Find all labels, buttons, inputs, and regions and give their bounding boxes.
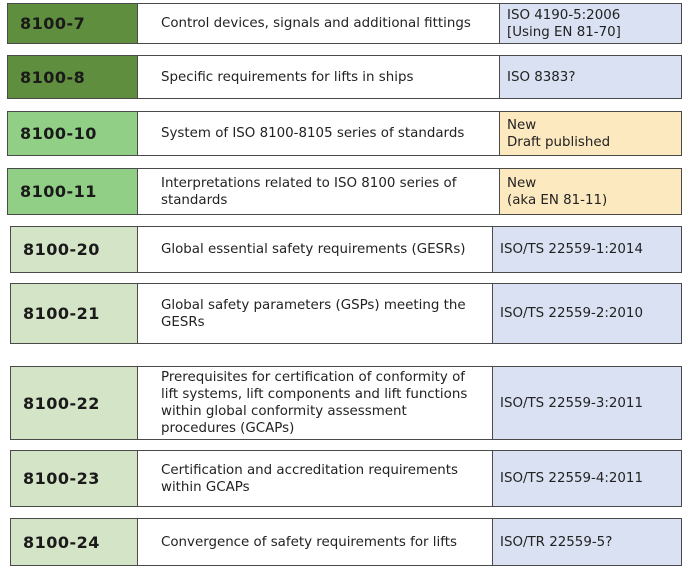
standard-reference: ISO/TR 22559-5? [492, 518, 682, 566]
table-row: 8100-23 Certification and accreditation … [0, 450, 689, 507]
standard-description: Prerequisites for certification of confo… [137, 366, 493, 440]
table-row: 8100-22 Prerequisites for certification … [0, 366, 689, 440]
standard-description: Control devices, signals and additional … [137, 3, 500, 44]
standard-code: 8100-21 [10, 283, 138, 344]
table-row: 8100-11 Interpretations related to ISO 8… [0, 168, 689, 215]
standard-code: 8100-24 [10, 518, 138, 566]
table-row: 8100-7 Control devices, signals and addi… [0, 3, 689, 44]
standard-code: 8100-11 [7, 168, 138, 215]
standard-reference: ISO 8383? [499, 55, 682, 99]
standard-description: Global safety parameters (GSPs) meeting … [137, 283, 493, 344]
table-row: 8100-8 Specific requirements for lifts i… [0, 55, 689, 99]
standard-description: Interpretations related to ISO 8100 seri… [137, 168, 500, 215]
table-row: 8100-24 Convergence of safety requiremen… [0, 518, 689, 566]
standard-reference: New (aka EN 81-11) [499, 168, 682, 215]
standard-reference: ISO 4190-5:2006 [Using EN 81-70] [499, 3, 682, 44]
standard-reference: New Draft published [499, 111, 682, 156]
table-row: 8100-20 Global essential safety requirem… [0, 226, 689, 273]
table-row: 8100-10 System of ISO 8100-8105 series o… [0, 111, 689, 156]
standard-code: 8100-10 [7, 111, 138, 156]
standard-reference: ISO/TS 22559-3:2011 [492, 366, 682, 440]
standard-description: Specific requirements for lifts in ships [137, 55, 500, 99]
standard-reference: ISO/TS 22559-2:2010 [492, 283, 682, 344]
standard-description: Global essential safety requirements (GE… [137, 226, 493, 273]
standard-code: 8100-22 [10, 366, 138, 440]
table-row: 8100-21 Global safety parameters (GSPs) … [0, 283, 689, 344]
standard-description: Convergence of safety requirements for l… [137, 518, 493, 566]
standard-reference: ISO/TS 22559-4:2011 [492, 450, 682, 507]
standard-description: Certification and accreditation requirem… [137, 450, 493, 507]
standard-reference: ISO/TS 22559-1:2014 [492, 226, 682, 273]
standard-code: 8100-20 [10, 226, 138, 273]
standard-code: 8100-8 [7, 55, 138, 99]
standard-description: System of ISO 8100-8105 series of standa… [137, 111, 500, 156]
standard-code: 8100-23 [10, 450, 138, 507]
standard-code: 8100-7 [7, 3, 138, 44]
